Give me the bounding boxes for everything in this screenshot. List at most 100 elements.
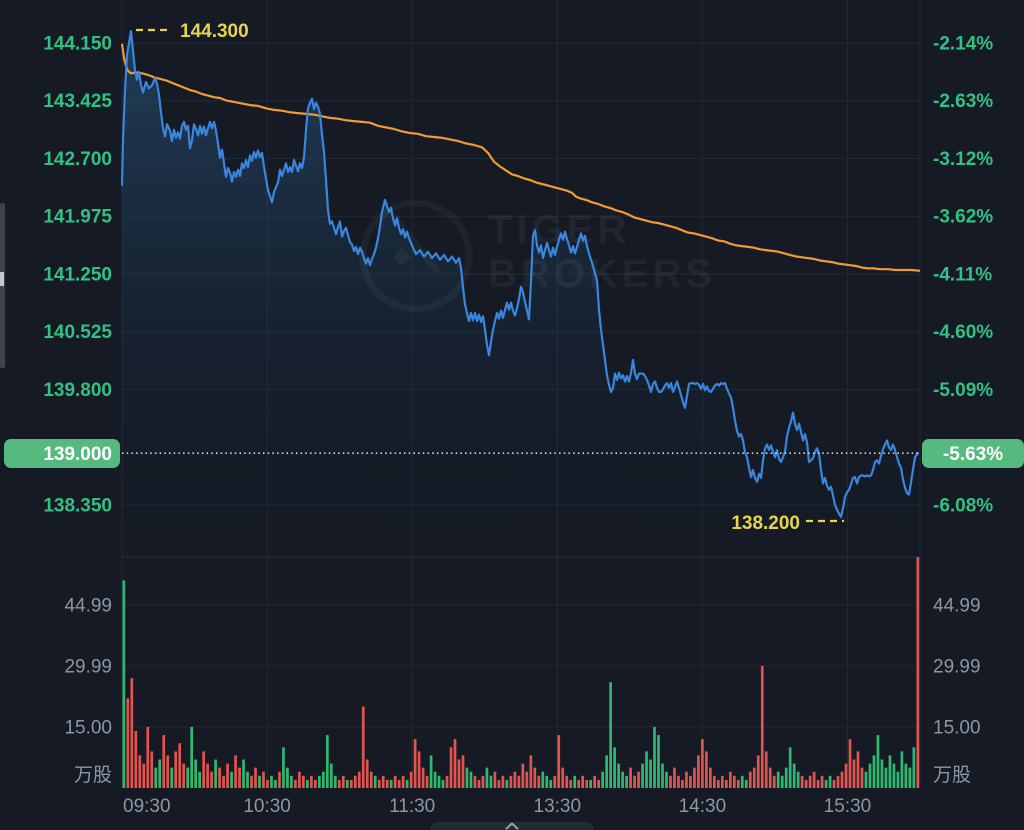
volume-bar xyxy=(717,779,720,788)
volume-bar xyxy=(820,775,824,788)
volume-bar xyxy=(585,779,589,788)
volume-bar xyxy=(214,759,217,788)
volume-bar xyxy=(565,775,569,788)
volume-bar xyxy=(621,771,624,788)
volume-bar xyxy=(880,759,884,788)
volume-bar xyxy=(824,779,828,788)
percent-axis-label: -6.08% xyxy=(933,495,993,516)
volume-bar xyxy=(685,771,688,788)
price-axis-label: 143.425 xyxy=(43,91,112,112)
watermark-line2: BROKERS xyxy=(488,252,716,296)
volume-bar xyxy=(693,767,696,788)
watermark-logo-diagonal xyxy=(391,213,441,275)
volume-bar xyxy=(760,665,764,788)
volume-bar xyxy=(182,763,186,788)
chart-canvas[interactable] xyxy=(122,0,920,788)
volume-bar xyxy=(134,731,138,788)
left-edge-scrollbar-handle[interactable] xyxy=(0,272,4,286)
chevron-up-icon xyxy=(505,822,519,830)
volume-bar xyxy=(186,767,190,788)
volume-bar xyxy=(389,779,393,788)
volume-bar xyxy=(425,775,429,788)
volume-bar xyxy=(661,763,664,788)
volume-bar xyxy=(194,759,198,788)
volume-bar xyxy=(325,735,329,788)
volume-axis-label-right: 15.00 xyxy=(933,717,981,738)
bottom-drawer-handle[interactable] xyxy=(430,822,594,830)
volume-bar xyxy=(908,767,912,788)
volume-bar xyxy=(796,771,800,788)
price-axis-label: 141.250 xyxy=(43,264,112,285)
volume-bar xyxy=(577,779,581,788)
volume-bar xyxy=(772,775,776,788)
volume-bar xyxy=(525,771,529,788)
volume-bar xyxy=(561,767,565,788)
volume-bar xyxy=(609,682,612,788)
volume-bar xyxy=(198,771,201,788)
volume-bar xyxy=(345,779,349,788)
watermark-logo-diamond xyxy=(392,247,412,266)
price-and-average-lines xyxy=(120,30,921,518)
volume-bar xyxy=(146,726,150,788)
volume-bar xyxy=(553,775,557,788)
volume-bar xyxy=(904,763,908,788)
volume-bar xyxy=(469,771,473,788)
volume-bar xyxy=(126,698,130,788)
volume-bar xyxy=(230,771,233,788)
volume-bar xyxy=(381,775,385,788)
volume-bar xyxy=(485,767,489,788)
price-axis-label: 140.525 xyxy=(43,322,112,343)
volume-bar xyxy=(178,743,182,788)
current-pct-badge-label: -5.63% xyxy=(943,444,1003,465)
volume-bar xyxy=(417,751,421,788)
volume-bar xyxy=(337,779,341,788)
volume-bar xyxy=(756,755,760,788)
volume-bar xyxy=(150,751,154,788)
volume-bar xyxy=(828,775,832,788)
volume-bar xyxy=(800,775,804,788)
volume-bar xyxy=(884,767,888,788)
volume-bar xyxy=(589,779,593,788)
volume-bar xyxy=(541,771,545,788)
volume-bar xyxy=(473,775,477,788)
volume-bar xyxy=(250,775,253,788)
volume-bar xyxy=(122,580,126,788)
current-price-badge xyxy=(4,439,120,468)
volume-bar xyxy=(868,763,872,788)
volume-bar xyxy=(836,775,840,788)
volume-bar xyxy=(493,771,497,788)
volume-bar xyxy=(784,767,788,788)
price-axis-label: 141.975 xyxy=(43,207,112,228)
volume-bar xyxy=(744,779,748,788)
volume-bar xyxy=(361,706,365,788)
volume-bar xyxy=(433,771,437,788)
volume-bar xyxy=(537,775,541,788)
volume-bar xyxy=(780,775,784,788)
price-line xyxy=(120,30,920,518)
volume-bar xyxy=(557,735,561,788)
volume-bar xyxy=(449,747,453,788)
current-pct-badge xyxy=(922,439,1024,468)
volume-bar xyxy=(190,726,194,788)
volume-bar xyxy=(497,779,501,788)
volume-bar xyxy=(852,759,856,788)
volume-bar xyxy=(748,771,752,788)
volume-bar xyxy=(357,771,361,788)
volume-bar xyxy=(533,767,537,788)
volume-bar xyxy=(629,767,632,788)
volume-bar xyxy=(166,755,170,788)
volume-bar xyxy=(302,775,305,788)
volume-bar xyxy=(509,775,513,788)
volume-bar xyxy=(282,747,285,788)
volume-bar xyxy=(681,779,684,788)
volume-bar xyxy=(912,747,916,788)
volume-bar xyxy=(517,775,521,788)
volume-bar xyxy=(605,755,608,788)
volume-bar xyxy=(413,739,417,788)
price-axis-label: 139.800 xyxy=(43,380,112,401)
high-annotation-label: 144.300 xyxy=(180,21,249,42)
volume-bar xyxy=(613,747,616,788)
volume-bar xyxy=(222,775,225,788)
volume-bar xyxy=(393,775,397,788)
